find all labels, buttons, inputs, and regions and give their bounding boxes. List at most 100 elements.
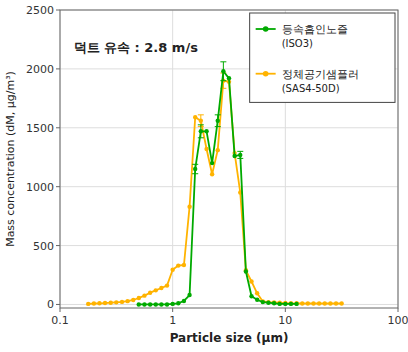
point	[182, 263, 186, 267]
point	[137, 302, 141, 306]
error-cap	[198, 124, 204, 125]
point	[170, 302, 174, 306]
y-tick	[56, 10, 60, 11]
legend-marker	[263, 71, 269, 77]
point	[238, 153, 242, 157]
point	[294, 302, 298, 306]
x-tick-label: 100	[388, 314, 408, 327]
series-line	[88, 81, 341, 304]
grid-line-y	[60, 127, 398, 128]
point	[193, 167, 197, 171]
point	[154, 302, 158, 306]
point	[272, 301, 276, 305]
axes: 0.111010005001000150020002500	[26, 4, 408, 327]
point	[131, 298, 135, 302]
point	[300, 301, 304, 305]
y-tick	[56, 68, 60, 69]
legend-box	[250, 13, 395, 102]
point	[199, 119, 203, 123]
point	[114, 300, 118, 304]
x-tick-label: 1	[169, 314, 176, 327]
point	[210, 161, 214, 165]
y-tick-label: 500	[33, 240, 54, 253]
point	[199, 129, 203, 133]
legend: 등속흡인노즐 (ISO3)정체공기샘플러 (SAS4-50D)	[250, 13, 395, 102]
error-cap	[198, 137, 204, 138]
point	[306, 301, 310, 305]
y-tick-label: 0	[47, 298, 54, 311]
y-tick	[56, 186, 60, 187]
point	[86, 302, 90, 306]
series	[86, 73, 344, 306]
point	[103, 301, 107, 305]
point	[204, 129, 208, 133]
point	[159, 302, 163, 306]
series-line	[139, 71, 297, 304]
point	[210, 172, 214, 176]
plot-frame	[60, 10, 398, 308]
error-cap	[220, 80, 226, 81]
y-tick-label: 1500	[26, 122, 54, 135]
point	[289, 301, 293, 305]
point	[328, 301, 332, 305]
grid	[60, 10, 398, 308]
point	[154, 288, 158, 292]
point	[249, 279, 253, 283]
legend-label: 등속흡인노즐 (ISO3)	[282, 23, 352, 49]
point	[283, 301, 287, 305]
x-tick	[398, 308, 399, 312]
point	[232, 154, 236, 158]
point	[266, 300, 270, 304]
point	[92, 301, 96, 305]
point	[294, 301, 298, 305]
grid-line-y	[60, 186, 398, 187]
point	[148, 290, 152, 294]
grid-line-y	[60, 245, 398, 246]
point	[283, 302, 287, 306]
point	[109, 300, 113, 304]
point	[176, 263, 180, 267]
y-tick-label: 2000	[26, 63, 54, 76]
point	[193, 115, 197, 119]
x-tick-label: 0.1	[51, 314, 69, 327]
x-axis-label: Particle size (μm)	[170, 331, 289, 345]
y-tick-label: 2500	[26, 4, 54, 17]
point	[170, 268, 174, 272]
point	[187, 205, 191, 209]
point	[216, 148, 220, 152]
point	[255, 291, 259, 295]
point	[165, 283, 169, 287]
point	[261, 299, 265, 303]
point	[176, 301, 180, 305]
chart: 0.111010005001000150020002500Particle si…	[0, 0, 408, 352]
point	[289, 302, 293, 306]
point	[272, 300, 276, 304]
error-cap	[237, 151, 243, 152]
point	[142, 293, 146, 297]
y-axis-label: Mass concentration (dM, μg/m³)	[4, 71, 17, 247]
x-tick	[172, 308, 173, 312]
point	[278, 302, 282, 306]
y-tick	[56, 127, 60, 128]
x-tick	[285, 308, 286, 312]
point	[187, 293, 191, 297]
point	[120, 300, 124, 304]
background	[0, 0, 408, 352]
y-tick-label: 1000	[26, 181, 54, 194]
y-tick	[56, 245, 60, 246]
point	[261, 300, 265, 304]
y-tick	[56, 304, 60, 305]
error-cap	[198, 114, 204, 115]
point	[334, 301, 338, 305]
point	[159, 286, 163, 290]
point	[182, 299, 186, 303]
point	[204, 147, 208, 151]
point	[137, 296, 141, 300]
point	[221, 69, 225, 73]
point	[249, 294, 253, 298]
point	[311, 301, 315, 305]
error-bar	[198, 115, 204, 127]
point	[165, 302, 169, 306]
point	[97, 301, 101, 305]
legend-marker	[263, 26, 269, 32]
